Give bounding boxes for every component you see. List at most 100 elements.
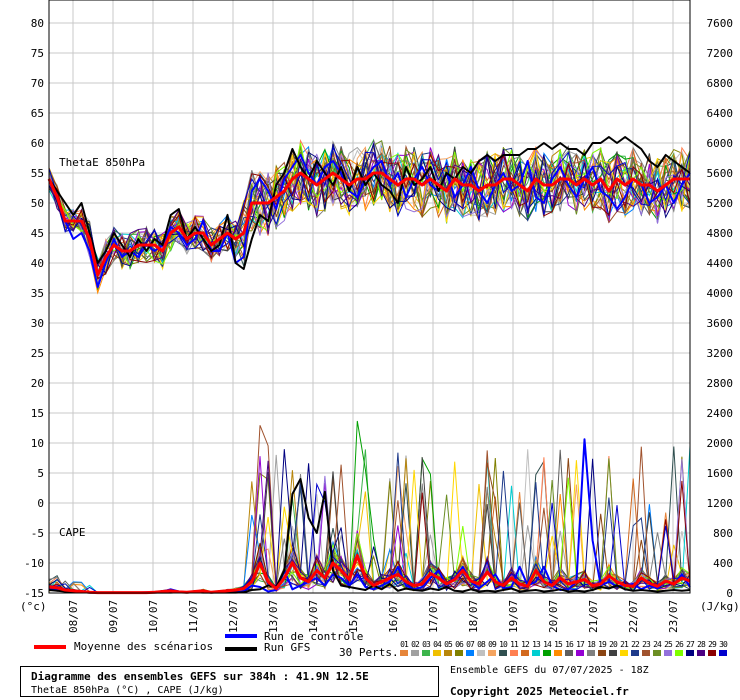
pert-color-swatch bbox=[422, 650, 430, 656]
left-tick-label: 25 bbox=[31, 347, 44, 360]
left-tick-label: 50 bbox=[31, 197, 44, 210]
pert-number-label: 07 bbox=[466, 640, 475, 649]
date-tick-label: 22/07 bbox=[627, 600, 640, 633]
right-tick-label: 3600 bbox=[707, 317, 734, 330]
thetae-mean-line bbox=[47, 171, 690, 277]
control-legend-label: Run de contrôle bbox=[264, 630, 364, 643]
left-tick-label: 10 bbox=[31, 437, 44, 450]
pert-number-label: 04 bbox=[433, 640, 442, 649]
right-tick-label: 2400 bbox=[707, 407, 734, 420]
gfs-legend-swatch bbox=[225, 647, 257, 651]
cape-panel-label: CAPE bbox=[59, 526, 86, 539]
date-tick-label: 12/07 bbox=[227, 600, 240, 633]
pert-color-swatch bbox=[653, 650, 661, 656]
chart-title: Diagramme des ensembles GEFS sur 384h : … bbox=[31, 670, 369, 683]
date-tick-label: 08/07 bbox=[67, 600, 80, 633]
date-tick-label: 17/07 bbox=[427, 600, 440, 633]
pert-color-swatch bbox=[708, 650, 716, 656]
pert-color-swatch bbox=[532, 650, 540, 656]
pert-number-label: 08 bbox=[477, 640, 486, 649]
perts-legend-label: 30 Perts. bbox=[339, 646, 399, 659]
pert-number-label: 11 bbox=[510, 640, 519, 649]
pert-color-swatch bbox=[455, 650, 463, 656]
pert-number-label: 09 bbox=[488, 640, 497, 649]
date-tick-label: 14/07 bbox=[307, 600, 320, 633]
left-tick-label: 45 bbox=[31, 227, 44, 240]
pert-color-swatch bbox=[499, 650, 507, 656]
right-tick-label: 400 bbox=[713, 557, 733, 570]
right-tick-label: 7200 bbox=[707, 47, 734, 60]
chart-title-box: Diagramme des ensembles GEFS sur 384h : … bbox=[20, 666, 439, 697]
right-tick-label: 7600 bbox=[707, 17, 734, 30]
pert-color-swatch bbox=[620, 650, 628, 656]
pert-color-swatch bbox=[587, 650, 595, 656]
pert-number-label: 28 bbox=[697, 640, 706, 649]
pert-number-label: 10 bbox=[499, 640, 508, 649]
left-tick-label: 20 bbox=[31, 377, 44, 390]
pert-number-label: 16 bbox=[565, 640, 574, 649]
pert-color-swatch bbox=[686, 650, 694, 656]
left-tick-label: 55 bbox=[31, 167, 44, 180]
left-tick-label: 5 bbox=[37, 467, 44, 480]
pert-30-thetae-line bbox=[48, 146, 691, 277]
left-tick-label: 15 bbox=[31, 407, 44, 420]
left-tick-label: 30 bbox=[31, 317, 44, 330]
copyright: Copyright 2025 Meteociel.fr bbox=[450, 685, 629, 698]
date-tick-label: 18/07 bbox=[467, 600, 480, 633]
pert-color-swatch bbox=[466, 650, 474, 656]
pert-number-label: 29 bbox=[708, 640, 717, 649]
left-tick-label: 60 bbox=[31, 137, 44, 150]
left-tick-label: 75 bbox=[31, 47, 44, 60]
right-tick-label: 2000 bbox=[707, 437, 734, 450]
right-tick-label: 5600 bbox=[707, 167, 734, 180]
date-tick-label: 21/07 bbox=[587, 600, 600, 633]
pert-number-label: 06 bbox=[455, 640, 464, 649]
right-tick-label: 1600 bbox=[707, 467, 734, 480]
date-tick-label: 13/07 bbox=[267, 600, 280, 633]
pert-color-swatch bbox=[444, 650, 452, 656]
mean-legend-swatch bbox=[34, 645, 66, 649]
pert-number-label: 20 bbox=[609, 640, 618, 649]
right-tick-label: 800 bbox=[713, 527, 733, 540]
left-tick-label: 80 bbox=[31, 17, 44, 30]
left-axis-unit: (°c) bbox=[20, 600, 47, 613]
pert-number-label: 30 bbox=[719, 640, 728, 649]
pert-number-label: 18 bbox=[587, 640, 596, 649]
thetae-gfs-line bbox=[48, 136, 691, 270]
pert-color-swatch bbox=[521, 650, 529, 656]
left-axis-ticks: -15 -10 -5 0 5 10 15 20 25 30 35 40 45 50 55 60 65 70 75 80 bbox=[24, 17, 44, 600]
pert-color-swatch bbox=[609, 650, 617, 656]
right-tick-label: 4000 bbox=[707, 287, 734, 300]
plot-frame bbox=[48, 0, 691, 594]
pert-color-swatch bbox=[631, 650, 639, 656]
date-tick-label: 19/07 bbox=[507, 600, 520, 633]
pert-color-swatch bbox=[543, 650, 551, 656]
right-axis-ticks: 0 400 800 1200 1600 2000 2400 2800 3200 3600 4000 4… bbox=[707, 17, 734, 600]
gfs-legend-label: Run GFS bbox=[264, 641, 311, 654]
pert-number-label: 23 bbox=[642, 640, 651, 649]
left-tick-label: 0 bbox=[37, 497, 44, 510]
right-tick-label: 4400 bbox=[707, 257, 734, 270]
pert-number-label: 19 bbox=[598, 640, 607, 649]
left-tick-label: -5 bbox=[31, 527, 44, 540]
pert-number-label: 27 bbox=[686, 640, 695, 649]
right-tick-label: 2800 bbox=[707, 377, 734, 390]
date-tick-label: 16/07 bbox=[387, 600, 400, 633]
pert-number-label: 24 bbox=[653, 640, 662, 649]
date-tick-label: 09/07 bbox=[107, 600, 120, 633]
pert-color-swatch bbox=[477, 650, 485, 656]
pert-number-label: 22 bbox=[631, 640, 640, 649]
pert-color-swatch bbox=[576, 650, 584, 656]
right-tick-label: 5200 bbox=[707, 197, 734, 210]
perturbation-lines bbox=[48, 138, 691, 594]
ensemble-info: Ensemble GEFS du 07/07/2025 - 18Z bbox=[450, 665, 649, 676]
pert-color-swatch bbox=[565, 650, 573, 656]
pert-number-label: 05 bbox=[444, 640, 453, 649]
pert-color-swatch bbox=[719, 650, 727, 656]
pert-29-thetae-line bbox=[48, 153, 691, 280]
thetae-panel-label: ThetaE 850hPa bbox=[59, 156, 145, 169]
left-tick-label: 70 bbox=[31, 77, 44, 90]
pert-number-label: 21 bbox=[620, 640, 629, 649]
date-tick-label: 15/07 bbox=[347, 600, 360, 633]
pert-color-swatch bbox=[433, 650, 441, 656]
